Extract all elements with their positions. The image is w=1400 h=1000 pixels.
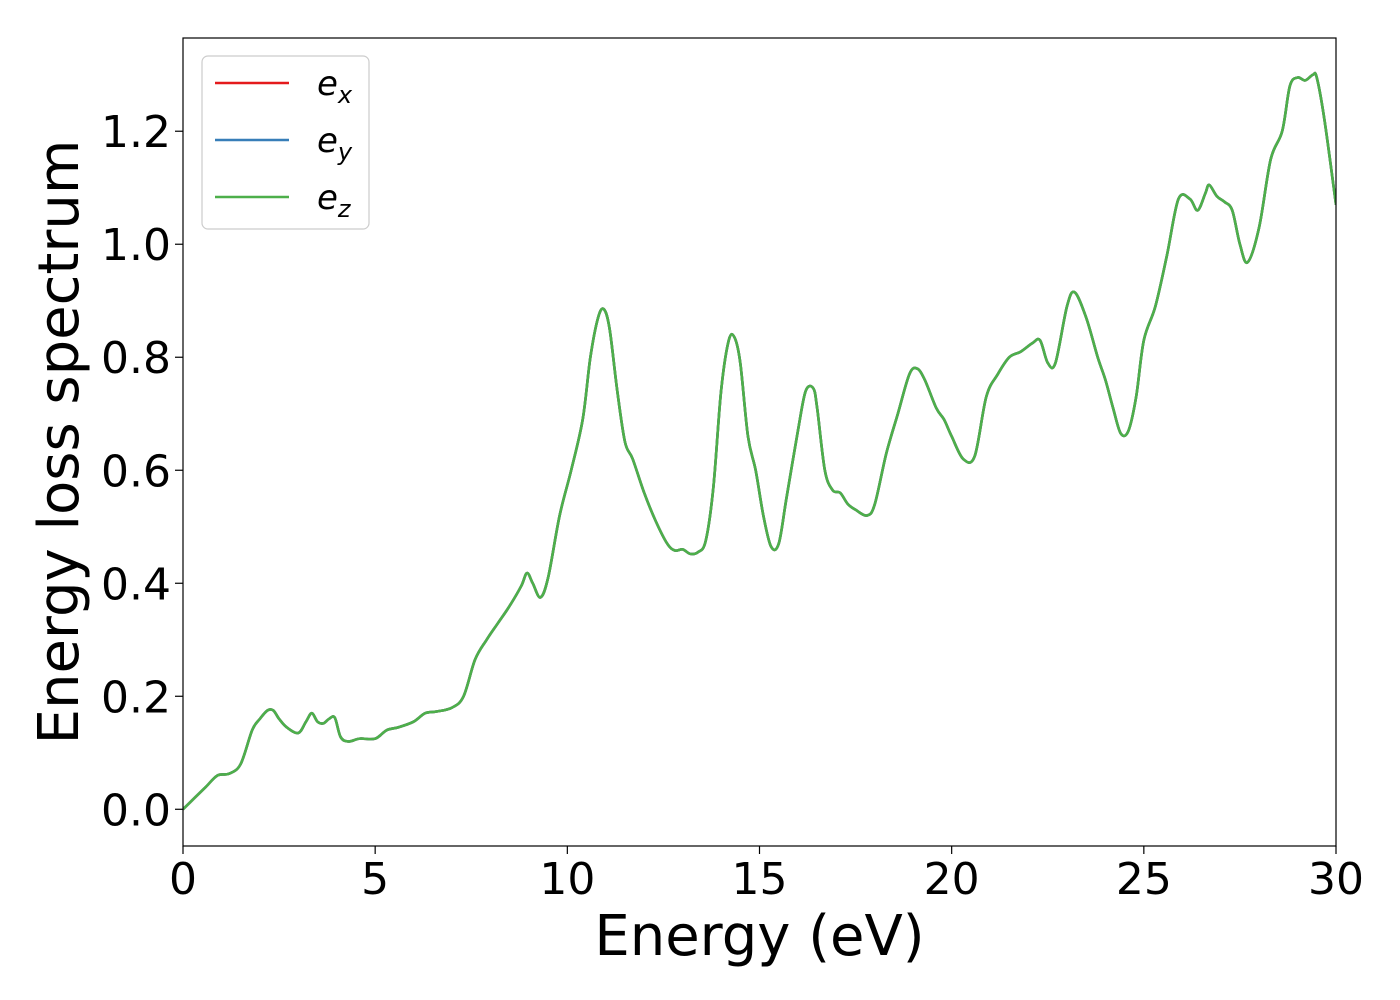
- x-axis-label: Energy (eV): [594, 904, 924, 969]
- legend-label: ez: [317, 178, 352, 223]
- y-tick-label: 0.2: [101, 672, 171, 723]
- y-tick-label: 1.2: [101, 107, 171, 158]
- y-tick-label: 0.4: [101, 559, 171, 610]
- x-tick-label: 10: [539, 854, 595, 905]
- x-tick-label: 5: [361, 854, 389, 905]
- x-axis: 0 5 10 15 20 25 30: [169, 846, 1364, 905]
- y-tick-label: 0.6: [101, 446, 171, 497]
- series-line-ez: [183, 71, 1336, 811]
- series-layer: [183, 71, 1336, 811]
- x-tick-label: 0: [169, 854, 197, 905]
- legend-label: ex: [317, 64, 353, 109]
- y-tick-label: 0.8: [101, 333, 171, 384]
- legend-label: ey: [317, 121, 353, 166]
- x-tick-label: 25: [1116, 854, 1172, 905]
- legend: ex ey ez: [201, 55, 370, 230]
- x-tick-label: 20: [924, 854, 980, 905]
- y-tick-label: 1.0: [101, 220, 171, 271]
- x-tick-label: 15: [732, 854, 788, 905]
- y-axis: 0.0 0.2 0.4 0.6 0.8 1.0 1.2: [101, 107, 183, 836]
- legend-box: [201, 55, 370, 230]
- y-tick-label: 0.0: [101, 785, 171, 836]
- y-axis-label: Energy loss spectrum: [27, 140, 92, 745]
- x-tick-label: 30: [1308, 854, 1364, 905]
